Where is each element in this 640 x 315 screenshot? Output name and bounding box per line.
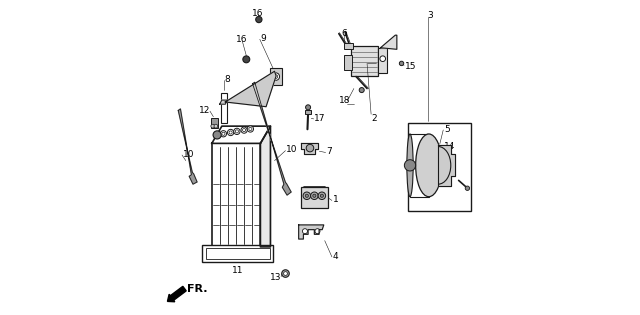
Text: 10: 10: [182, 150, 194, 159]
Circle shape: [313, 194, 316, 197]
Polygon shape: [212, 126, 271, 143]
Text: 8: 8: [225, 75, 230, 83]
Circle shape: [404, 160, 415, 171]
Bar: [305, 111, 311, 114]
Text: FR.: FR.: [187, 284, 207, 294]
Bar: [270, 68, 282, 85]
Text: 11: 11: [232, 266, 244, 275]
Text: 2: 2: [372, 114, 378, 123]
Circle shape: [234, 128, 240, 135]
Circle shape: [274, 75, 278, 78]
Circle shape: [303, 192, 310, 199]
Polygon shape: [225, 71, 276, 107]
Circle shape: [320, 194, 323, 197]
Circle shape: [284, 272, 287, 275]
Circle shape: [243, 129, 246, 132]
Polygon shape: [381, 35, 397, 49]
Circle shape: [247, 126, 253, 132]
Circle shape: [305, 105, 310, 110]
Text: 16: 16: [252, 9, 264, 18]
Circle shape: [310, 192, 318, 199]
Text: 17: 17: [314, 114, 326, 123]
Circle shape: [306, 144, 314, 152]
Text: 12: 12: [199, 106, 210, 115]
Circle shape: [222, 132, 225, 135]
Bar: [212, 143, 260, 247]
Circle shape: [220, 131, 227, 137]
Text: 16: 16: [236, 35, 248, 44]
Bar: [344, 43, 353, 49]
Circle shape: [229, 131, 232, 134]
Text: 5: 5: [444, 125, 450, 134]
Polygon shape: [253, 82, 291, 195]
Circle shape: [227, 129, 234, 136]
Circle shape: [303, 229, 307, 234]
Circle shape: [241, 127, 247, 133]
Circle shape: [315, 229, 320, 234]
Bar: [344, 55, 352, 70]
Circle shape: [249, 127, 252, 130]
Text: 10: 10: [286, 145, 298, 154]
Text: 6: 6: [341, 29, 347, 38]
Circle shape: [451, 155, 455, 160]
Text: 14: 14: [444, 142, 455, 151]
Ellipse shape: [415, 134, 442, 197]
Circle shape: [305, 194, 308, 197]
Circle shape: [282, 270, 289, 277]
Polygon shape: [299, 225, 324, 239]
Bar: [205, 248, 270, 259]
Circle shape: [465, 186, 470, 191]
Circle shape: [256, 16, 262, 23]
Circle shape: [216, 133, 219, 136]
Polygon shape: [220, 100, 227, 104]
Ellipse shape: [407, 134, 413, 197]
Circle shape: [213, 131, 221, 139]
Bar: [301, 187, 328, 208]
Polygon shape: [179, 109, 197, 184]
Bar: [351, 46, 378, 76]
Circle shape: [214, 124, 218, 128]
Circle shape: [211, 124, 214, 128]
Circle shape: [359, 88, 364, 93]
Text: 13: 13: [270, 273, 282, 282]
Circle shape: [380, 56, 385, 61]
Polygon shape: [301, 143, 319, 154]
Polygon shape: [260, 126, 271, 247]
Polygon shape: [438, 145, 456, 186]
Text: 7: 7: [326, 147, 332, 156]
Text: 4: 4: [333, 252, 338, 261]
Text: 9: 9: [260, 34, 266, 43]
Bar: [408, 123, 470, 211]
Text: 15: 15: [404, 62, 416, 71]
Circle shape: [243, 56, 250, 63]
FancyArrow shape: [168, 286, 186, 302]
Bar: [221, 93, 227, 123]
Circle shape: [451, 171, 455, 175]
Text: 18: 18: [339, 96, 350, 105]
Text: 1: 1: [333, 195, 339, 204]
Bar: [211, 118, 218, 128]
Bar: [378, 48, 387, 73]
Circle shape: [272, 73, 280, 80]
Circle shape: [399, 61, 404, 66]
Circle shape: [214, 132, 220, 138]
Bar: [202, 245, 273, 262]
Circle shape: [318, 192, 326, 199]
Circle shape: [236, 130, 239, 133]
Text: 3: 3: [428, 11, 433, 20]
